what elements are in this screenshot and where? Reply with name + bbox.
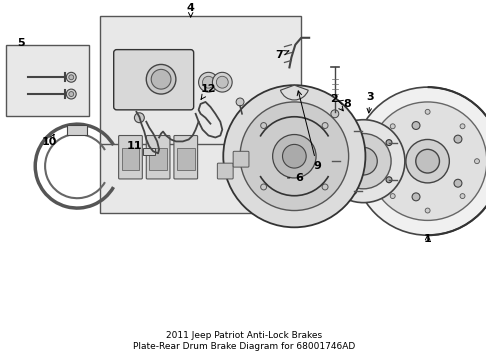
Circle shape — [322, 184, 327, 190]
Circle shape — [335, 134, 390, 189]
Wedge shape — [280, 85, 307, 100]
Text: 7: 7 — [275, 50, 288, 59]
Circle shape — [411, 122, 419, 130]
FancyBboxPatch shape — [174, 135, 197, 179]
Circle shape — [282, 144, 305, 168]
Circle shape — [330, 110, 338, 118]
FancyBboxPatch shape — [217, 163, 233, 179]
Text: 2: 2 — [329, 94, 343, 111]
Text: 10: 10 — [42, 134, 57, 147]
Circle shape — [240, 102, 348, 211]
Text: 4: 4 — [186, 3, 194, 17]
FancyBboxPatch shape — [146, 135, 170, 179]
Circle shape — [415, 149, 439, 173]
Bar — [122, 148, 139, 170]
Circle shape — [322, 122, 327, 129]
Circle shape — [328, 158, 334, 164]
Bar — [67, 125, 87, 135]
Circle shape — [459, 194, 464, 199]
FancyBboxPatch shape — [233, 151, 248, 167]
Circle shape — [202, 76, 214, 88]
Circle shape — [223, 85, 365, 227]
Circle shape — [389, 194, 394, 199]
Circle shape — [349, 147, 377, 175]
Circle shape — [146, 64, 176, 94]
Circle shape — [272, 135, 315, 178]
Text: 3: 3 — [366, 92, 373, 113]
Text: 11: 11 — [126, 141, 142, 151]
Circle shape — [350, 128, 356, 134]
Text: 2011 Jeep Patriot Anti-Lock Brakes
Plate-Rear Drum Brake Diagram for 68001746AD: 2011 Jeep Patriot Anti-Lock Brakes Plate… — [133, 331, 354, 351]
Bar — [177, 148, 194, 170]
Circle shape — [350, 188, 356, 194]
Text: 12: 12 — [200, 84, 216, 99]
Circle shape — [459, 124, 464, 129]
Text: 8: 8 — [337, 99, 351, 109]
Circle shape — [353, 87, 488, 235]
Circle shape — [66, 89, 76, 99]
FancyBboxPatch shape — [119, 135, 142, 179]
Circle shape — [453, 179, 461, 187]
Text: 1: 1 — [423, 234, 430, 244]
Circle shape — [66, 72, 76, 82]
Circle shape — [69, 91, 74, 96]
Circle shape — [134, 113, 144, 123]
Circle shape — [424, 208, 429, 213]
Circle shape — [411, 193, 419, 201]
Circle shape — [69, 75, 74, 80]
Circle shape — [367, 102, 486, 220]
Circle shape — [375, 159, 380, 164]
Circle shape — [198, 72, 218, 92]
Circle shape — [389, 124, 394, 129]
Circle shape — [216, 76, 228, 88]
Circle shape — [386, 157, 393, 165]
Circle shape — [473, 159, 478, 164]
Circle shape — [236, 98, 244, 106]
Circle shape — [424, 109, 429, 114]
Circle shape — [385, 140, 391, 145]
Circle shape — [321, 120, 404, 203]
Circle shape — [405, 139, 448, 183]
Text: 5: 5 — [17, 38, 25, 48]
Circle shape — [260, 184, 266, 190]
FancyBboxPatch shape — [100, 16, 301, 148]
Circle shape — [260, 122, 266, 129]
FancyBboxPatch shape — [114, 50, 193, 110]
Text: 9: 9 — [297, 91, 320, 171]
Circle shape — [385, 177, 391, 183]
FancyBboxPatch shape — [6, 45, 89, 116]
Bar — [143, 148, 155, 155]
Circle shape — [453, 135, 461, 143]
Text: 6: 6 — [287, 173, 303, 183]
Circle shape — [212, 72, 232, 92]
Bar — [149, 148, 167, 170]
Circle shape — [151, 69, 171, 89]
FancyBboxPatch shape — [100, 144, 296, 212]
